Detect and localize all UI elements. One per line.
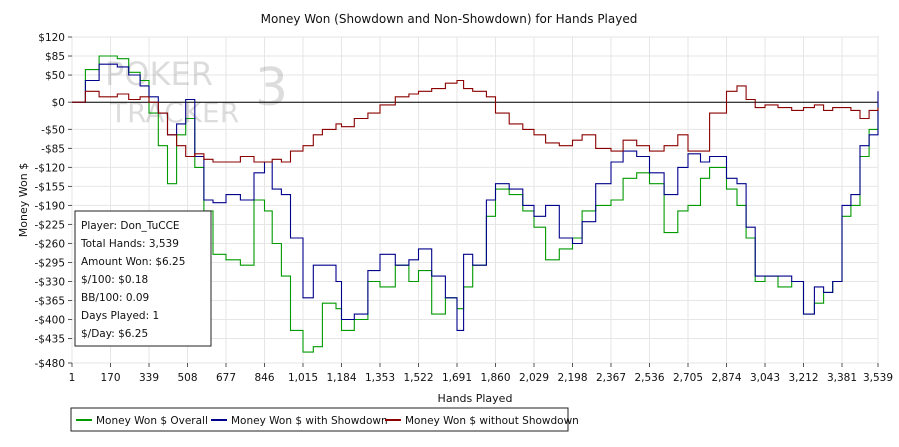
y-tick-label: -$400 <box>34 315 65 327</box>
y-tick-label: $85 <box>45 51 65 63</box>
y-tick-label: $120 <box>38 32 65 44</box>
x-tick-label: 1,184 <box>326 372 356 384</box>
player-stats-box-frame <box>74 210 212 347</box>
watermark-logo: POKER TRACKER 3 <box>105 55 288 129</box>
x-tick-label: 1,015 <box>288 372 318 384</box>
y-tick-label: -$260 <box>34 238 65 250</box>
stat-bb-per-100: BB/100: 0.09 <box>81 292 149 304</box>
x-tick-label: 1,522 <box>403 372 433 384</box>
x-tick-label: 3,539 <box>863 372 893 384</box>
series-line-without-showdown <box>72 79 879 163</box>
y-tick-label: $0 <box>52 97 65 109</box>
stat-per-day: $/Day: $6.25 <box>81 328 148 340</box>
y-axis-label: Money Won $ <box>17 163 30 237</box>
y-tick-label: -$480 <box>34 358 65 370</box>
x-tick-label: 339 <box>139 372 159 384</box>
watermark-text-tracker: TRACKER <box>109 96 239 129</box>
y-tick-label: -$155 <box>34 181 65 193</box>
x-tick-label: 508 <box>177 372 197 384</box>
x-tick-label: 2,029 <box>519 372 549 384</box>
chart-title: Money Won (Showdown and Non-Showdown) fo… <box>261 12 638 26</box>
x-tick-label: 2,874 <box>711 372 741 384</box>
y-tick-label: -$50 <box>41 124 65 136</box>
legend-label-overall: Money Won $ Overall <box>96 415 208 427</box>
x-tick-label: 1,353 <box>365 372 395 384</box>
y-tick-label: -$295 <box>34 257 65 269</box>
x-axis-label: Hands Played <box>438 392 513 405</box>
stat-per-100: $/100: $0.18 <box>81 274 148 286</box>
y-tick-label: -$435 <box>34 334 65 346</box>
legend-frame <box>70 407 569 432</box>
x-tick-label: 677 <box>216 372 236 384</box>
y-axis: $120 $85 $50 $0 -$50 -$85 -$120 -$155 -$190 -$225… <box>34 32 72 370</box>
player-stats-box: Player: Don_TuCCE Total Hands: 3,539 Amo… <box>74 210 212 347</box>
stat-amount-won: Amount Won: $6.25 <box>81 256 185 268</box>
y-tick-label: -$120 <box>34 162 65 174</box>
watermark-mark: 3 <box>255 58 288 118</box>
x-tick-label: 2,367 <box>596 372 626 384</box>
x-tick-label: 1,691 <box>442 372 472 384</box>
x-tick-label: 2,705 <box>673 372 703 384</box>
x-tick-label: 846 <box>254 372 274 384</box>
y-tick-label: -$365 <box>34 296 65 308</box>
x-tick-label: 1,860 <box>480 372 510 384</box>
legend-label-showdown: Money Won $ with Showdown <box>231 415 388 427</box>
watermark-text-poker: POKER <box>105 55 213 93</box>
x-tick-label: 3,381 <box>827 372 857 384</box>
stat-days-played: Days Played: 1 <box>81 310 159 322</box>
legend: Money Won $ Overall Money Won $ with Sho… <box>70 407 579 432</box>
series-lines <box>72 55 879 353</box>
x-tick-label: 3,212 <box>788 372 818 384</box>
x-tick-label: 170 <box>100 372 120 384</box>
y-tick-label: $50 <box>45 70 65 82</box>
x-axis: 1 170 339 508 677 846 1,015 1,184 1,353 1,522 1,69… <box>69 363 893 384</box>
y-tick-label: -$85 <box>41 143 65 155</box>
y-tick-label: -$190 <box>34 200 65 212</box>
series-line-with-showdown <box>72 63 879 331</box>
x-tick-label: 2,536 <box>634 372 664 384</box>
x-tick-label: 2,198 <box>557 372 587 384</box>
stat-total-hands: Total Hands: 3,539 <box>80 238 179 250</box>
legend-label-non-showdown: Money Won $ without Showdown <box>405 415 579 427</box>
y-tick-label: -$330 <box>34 277 65 289</box>
x-tick-label: 3,043 <box>750 372 780 384</box>
x-tick-label: 1 <box>69 372 76 384</box>
y-tick-label: -$225 <box>34 219 65 231</box>
stat-player: Player: Don_TuCCE <box>81 220 180 232</box>
